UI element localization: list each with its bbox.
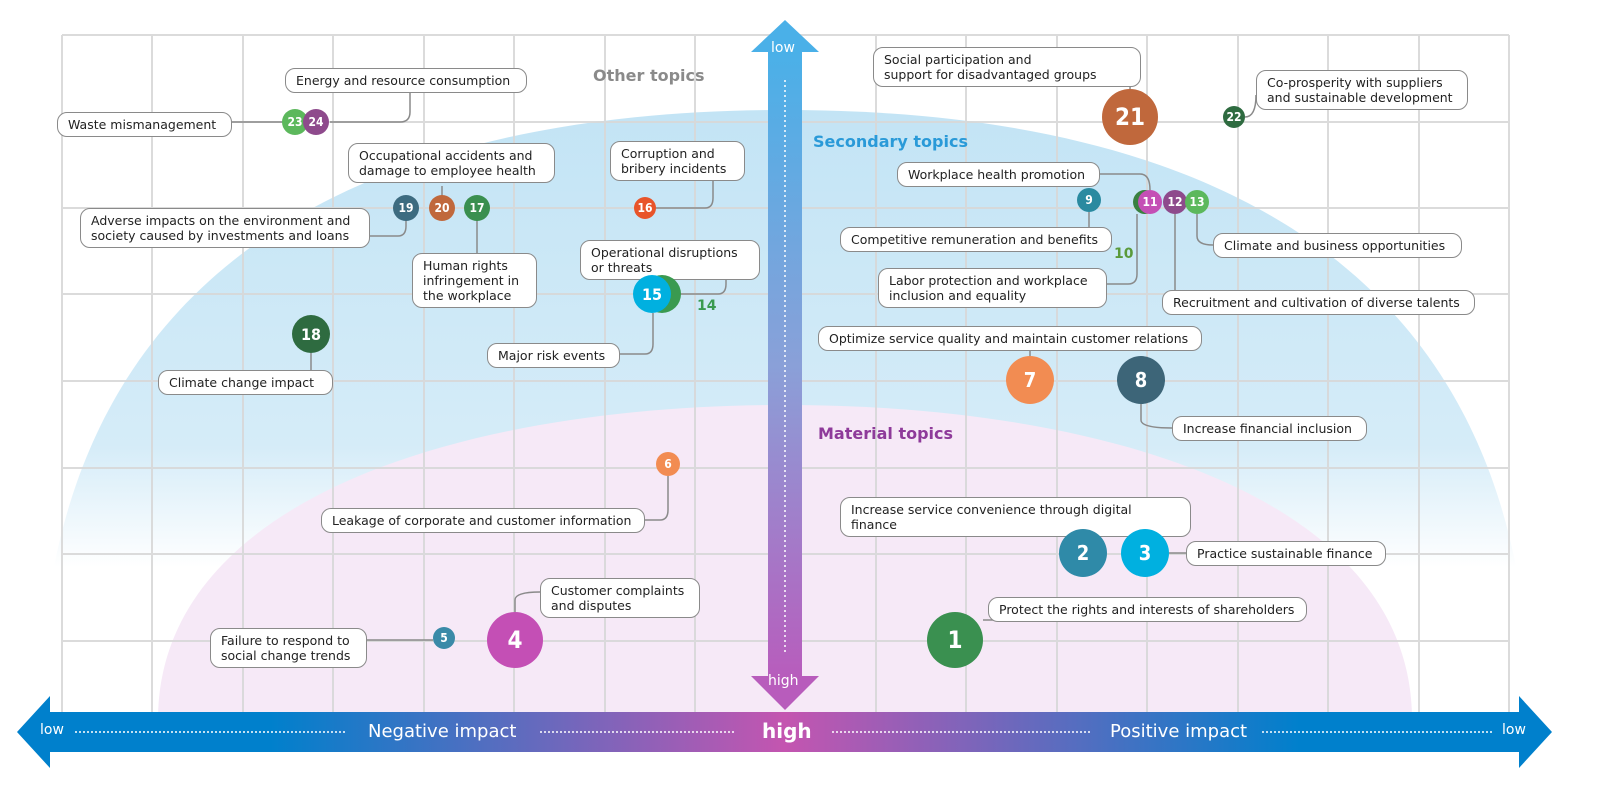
topic-18-label: Climate change impact bbox=[158, 370, 333, 395]
topic-4-marker: 4 bbox=[487, 612, 543, 668]
horizontal-axis-low-right: low bbox=[1502, 722, 1526, 738]
vertical-axis-high-label: high bbox=[768, 673, 799, 689]
topic-15-marker: 15 bbox=[633, 275, 671, 313]
topic-17-label: Human rights infringement in the workpla… bbox=[412, 253, 537, 308]
topic-6-label: Leakage of corporate and customer inform… bbox=[321, 508, 645, 533]
topic-2-label: Increase service convenience through dig… bbox=[840, 497, 1191, 537]
horizontal-arrow-head-left bbox=[17, 696, 50, 768]
topic-5-marker: 5 bbox=[433, 627, 455, 649]
topic-15-label: Operational disruptions or threats bbox=[580, 240, 760, 280]
topic-10-label: Labor protection and workplace inclusion… bbox=[878, 268, 1107, 308]
topic-24-marker: 24 bbox=[303, 109, 329, 135]
zone-other-topics: Other topics bbox=[593, 66, 705, 85]
vertical-arrow-head-top bbox=[751, 20, 819, 52]
zone-material-topics: Material topics bbox=[818, 424, 954, 443]
topic-16-label: Corruption and bribery incidents bbox=[610, 141, 745, 181]
topic-24-label: Energy and resource consumption bbox=[285, 68, 527, 93]
topic-17-marker: 17 bbox=[464, 195, 490, 221]
topic-16-marker: 16 bbox=[634, 197, 656, 219]
topic-21-label: Social participation and support for dis… bbox=[873, 47, 1141, 87]
topic-14-number: 14 bbox=[697, 298, 717, 314]
topic-3-marker: 3 bbox=[1121, 529, 1169, 577]
topic-19-label: Adverse impacts on the environment and s… bbox=[80, 208, 370, 248]
topic-3-label: Practice sustainable finance bbox=[1186, 541, 1386, 566]
topic-11-marker: 11 bbox=[1138, 190, 1162, 214]
topic-5-label: Failure to respond to social change tren… bbox=[210, 628, 367, 668]
topic-13-label: Climate and business opportunities bbox=[1213, 233, 1462, 258]
topic-8-marker: 8 bbox=[1117, 356, 1165, 404]
zone-secondary-topics: Secondary topics bbox=[813, 132, 968, 151]
horizontal-axis-low-left: low bbox=[40, 722, 64, 738]
topic-23-marker: 23 bbox=[282, 109, 308, 135]
topic-12-marker: 12 bbox=[1163, 190, 1187, 214]
topic-4-label: Customer complaints and disputes bbox=[540, 578, 700, 618]
topic-20-marker: 20 bbox=[429, 195, 455, 221]
horizontal-arrow-head-right bbox=[1519, 696, 1552, 768]
topic-14-label: Major risk events bbox=[487, 343, 620, 368]
topic-19-marker: 19 bbox=[393, 195, 419, 221]
vertical-arrow-head-bottom bbox=[751, 676, 819, 710]
topic-6-marker: 6 bbox=[656, 452, 680, 476]
topic-13-marker: 13 bbox=[1185, 190, 1209, 214]
topic-23-label: Waste mismanagement bbox=[57, 112, 232, 137]
topic-22-label: Co-prosperity with suppliers and sustain… bbox=[1256, 70, 1468, 110]
topic-21-marker: 21 bbox=[1102, 89, 1158, 145]
horizontal-axis-high-label: high bbox=[762, 719, 812, 743]
topic-11-label: Workplace health promotion bbox=[897, 162, 1100, 187]
topic-10-number: 10 bbox=[1114, 246, 1134, 262]
topic-7-label: Optimize service quality and maintain cu… bbox=[818, 326, 1202, 351]
topic-9-marker: 9 bbox=[1077, 188, 1101, 212]
topic-8-label: Increase financial inclusion bbox=[1172, 416, 1367, 441]
topic-9-label: Competitive remuneration and benefits bbox=[840, 227, 1112, 252]
vertical-axis-low-label: low bbox=[771, 40, 795, 56]
topic-20-label: Occupational accidents and damage to emp… bbox=[348, 143, 555, 183]
topic-1-marker: 1 bbox=[927, 612, 983, 668]
topic-7-marker: 7 bbox=[1006, 356, 1054, 404]
topic-12-label: Recruitment and cultivation of diverse t… bbox=[1162, 290, 1475, 315]
topic-18-marker: 18 bbox=[292, 315, 330, 353]
topic-2-marker: 2 bbox=[1059, 529, 1107, 577]
positive-impact-label: Positive impact bbox=[1110, 721, 1248, 742]
negative-impact-label: Negative impact bbox=[368, 721, 517, 742]
topic-1-label: Protect the rights and interests of shar… bbox=[988, 597, 1307, 622]
topic-22-marker: 22 bbox=[1223, 106, 1245, 128]
